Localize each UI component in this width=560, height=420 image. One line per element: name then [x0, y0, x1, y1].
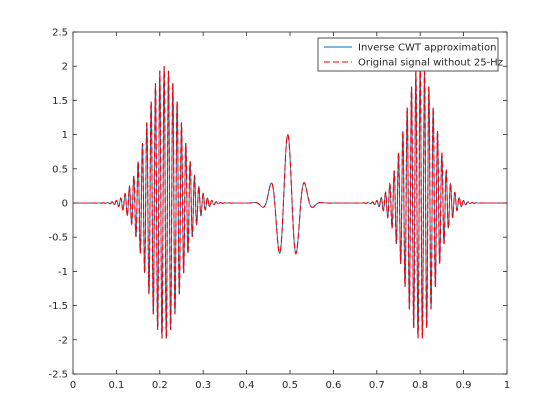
y-tick-label: -2: [58, 335, 68, 346]
legend: Inverse CWT approximation Original signal…: [317, 37, 503, 72]
x-tick-label: 0.5: [282, 380, 298, 391]
y-tick-label: 0: [62, 199, 68, 210]
legend-label-1: Original signal without 25-Hz: [358, 58, 503, 69]
y-tick-label: 2.5: [52, 28, 68, 39]
y-tick-label: 0.5: [52, 164, 68, 175]
y-tick-label: 2: [62, 62, 68, 73]
plot-area: [73, 32, 507, 374]
x-tick-label: 1: [504, 380, 510, 391]
x-tick-label: 0.3: [195, 380, 211, 391]
x-tick-label: 0.1: [108, 380, 124, 391]
x-tick-label: 0.7: [369, 380, 385, 391]
axes-layer: 0 0.1 0.2 0.3 0.4 0.5 0.6 0.7 0.8 0.9 1 -2.5 -2 -1.5 -…: [48, 28, 510, 392]
series-line-1: [73, 66, 507, 339]
legend-label-0: Inverse CWT approximation: [358, 43, 496, 54]
y-tick-label: -1: [58, 267, 68, 278]
y-tick-label: 1: [62, 130, 68, 141]
x-tick-label: 0.6: [325, 380, 341, 391]
y-tick-label: 1.5: [52, 96, 68, 107]
x-tick-label: 0.8: [412, 380, 428, 391]
y-tick-label: -1.5: [48, 301, 68, 312]
axes-background: [73, 32, 507, 374]
x-tick-label: 0.4: [239, 380, 255, 391]
x-tick-label: 0: [70, 380, 76, 391]
series-layer: [73, 66, 507, 339]
x-tick-label: 0.2: [152, 380, 168, 391]
legend-box: [317, 37, 499, 72]
y-tick-label: -0.5: [48, 233, 68, 244]
y-tick-label: -2.5: [48, 370, 68, 381]
x-tick-label: 0.9: [456, 380, 472, 391]
